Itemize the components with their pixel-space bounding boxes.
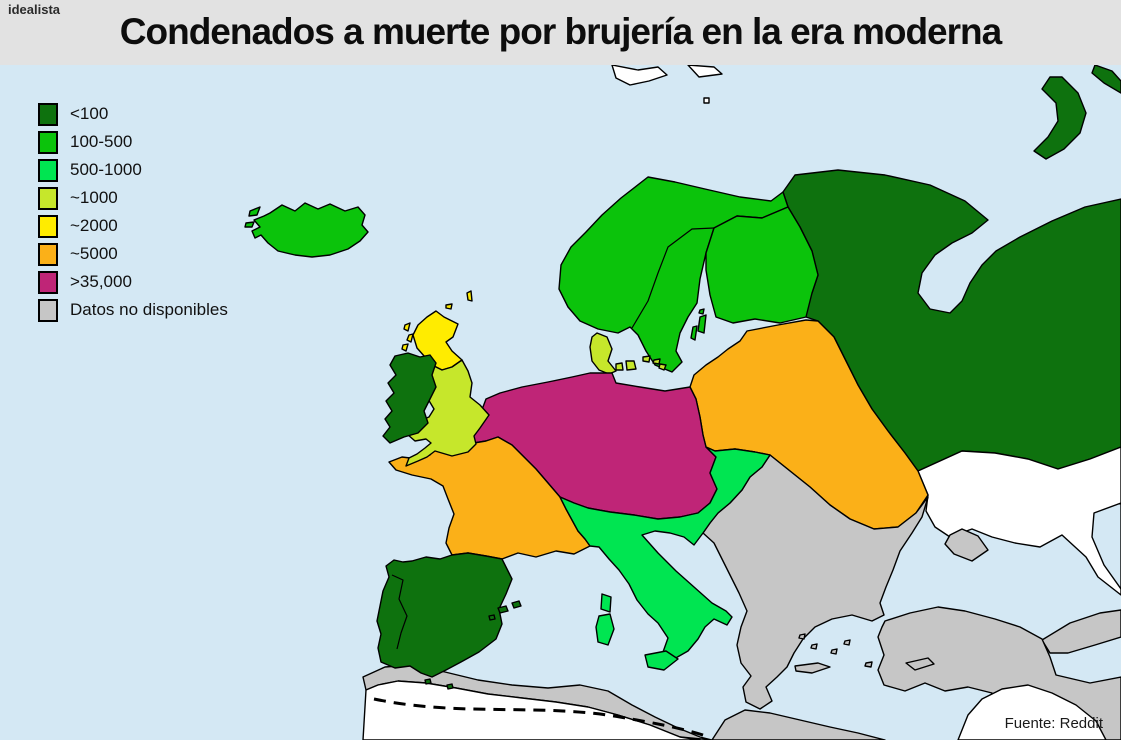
legend-swatch bbox=[38, 242, 58, 266]
legend-swatch bbox=[38, 186, 58, 210]
legend-swatch bbox=[38, 214, 58, 238]
map-title: Condenados a muerte por brujería en la e… bbox=[119, 11, 1002, 52]
region-oland bbox=[690, 325, 698, 341]
region-arabia bbox=[957, 684, 1107, 740]
region-shetland bbox=[466, 290, 473, 302]
region-hebrides bbox=[403, 322, 411, 332]
portugal-spain-border bbox=[391, 574, 408, 650]
ottoman-boundary-dashed-line bbox=[373, 697, 707, 738]
legend-label: Datos no disponibles bbox=[70, 300, 228, 319]
region-novaya-zemlya-island bbox=[1091, 65, 1121, 94]
region-steppe-no-data bbox=[917, 446, 1121, 596]
legend: <100 100-500 500-1000 ~1000 ~2000 ~5000 >35,00… bbox=[38, 100, 228, 324]
legend-item: 500-1000 bbox=[38, 156, 228, 184]
region-iceland bbox=[251, 202, 369, 258]
legend-label: >35,000 bbox=[70, 272, 132, 291]
legend-item: >35,000 bbox=[38, 268, 228, 296]
region-gotland bbox=[697, 314, 707, 334]
region-aland bbox=[698, 308, 705, 315]
aegean-island bbox=[843, 639, 851, 646]
legend-swatch bbox=[38, 298, 58, 322]
norway-sweden-border bbox=[631, 227, 715, 329]
legend-item: ~2000 bbox=[38, 212, 228, 240]
legend-label: 500-1000 bbox=[70, 160, 142, 179]
region-corsica bbox=[600, 593, 612, 613]
europe-map: <100 100-500 500-1000 ~1000 ~2000 ~5000 >35,00… bbox=[0, 65, 1121, 740]
legend-item: ~1000 bbox=[38, 184, 228, 212]
legend-swatch bbox=[38, 130, 58, 154]
header: idealista Condenados a muerte por brujer… bbox=[0, 0, 1121, 65]
legend-item: Datos no disponibles bbox=[38, 296, 228, 324]
region-ireland bbox=[382, 352, 437, 444]
region-egypt-coast bbox=[711, 709, 886, 740]
region-zealand bbox=[625, 360, 637, 371]
region-balkans bbox=[702, 454, 929, 710]
legend-item: 100-500 bbox=[38, 128, 228, 156]
aegean-island bbox=[830, 648, 838, 655]
region-finland bbox=[705, 206, 819, 324]
region-iceland-westfjords bbox=[248, 206, 261, 217]
legend-label: 100-500 bbox=[70, 132, 133, 151]
legend-item: <100 bbox=[38, 100, 228, 128]
region-sahara bbox=[362, 680, 701, 740]
region-rhodes bbox=[864, 661, 873, 668]
region-sicily bbox=[644, 650, 679, 671]
idealista-logo: idealista bbox=[8, 2, 61, 17]
region-ibiza bbox=[488, 614, 496, 621]
region-switzerland-italy-hungary bbox=[559, 446, 771, 660]
legend-swatch bbox=[38, 158, 58, 182]
region-russia bbox=[782, 169, 1121, 472]
region-sardinia bbox=[595, 613, 615, 646]
region-crimea bbox=[944, 528, 989, 562]
region-svalbard bbox=[611, 65, 668, 86]
region-crete bbox=[794, 662, 831, 674]
region-norway-sweden bbox=[558, 176, 789, 373]
region-usedom bbox=[652, 358, 661, 365]
legend-label: ~2000 bbox=[70, 216, 118, 235]
legend-item: ~5000 bbox=[38, 240, 228, 268]
region-spain-portugal bbox=[376, 552, 513, 678]
source-credit: Fuente: Reddit bbox=[1004, 715, 1103, 732]
region-rugen bbox=[642, 355, 651, 363]
region-menorca bbox=[511, 600, 522, 609]
legend-label: ~5000 bbox=[70, 244, 118, 263]
legend-label: <100 bbox=[70, 104, 109, 123]
region-orkney bbox=[445, 303, 453, 310]
region-bornholm bbox=[658, 363, 667, 371]
region-cyprus bbox=[905, 657, 935, 671]
region-mallorca bbox=[497, 605, 509, 614]
legend-label: ~1000 bbox=[70, 188, 118, 207]
aegean-island bbox=[810, 643, 818, 650]
bear-island bbox=[703, 97, 710, 104]
legend-swatch bbox=[38, 270, 58, 294]
caspian-sea bbox=[1091, 502, 1121, 590]
map-canvas bbox=[0, 65, 1121, 740]
legend-swatch bbox=[38, 102, 58, 126]
region-melilla bbox=[446, 683, 454, 690]
region-caucasus bbox=[1041, 609, 1121, 654]
region-ceuta bbox=[424, 678, 432, 685]
region-funen bbox=[615, 362, 624, 371]
region-novaya-zemlya bbox=[1033, 76, 1087, 160]
region-svalbard-east bbox=[687, 65, 723, 78]
region-iceland-westfjords bbox=[244, 221, 255, 228]
region-hebrides bbox=[401, 343, 409, 352]
aegean-island bbox=[798, 633, 806, 640]
region-hebrides bbox=[406, 333, 414, 343]
